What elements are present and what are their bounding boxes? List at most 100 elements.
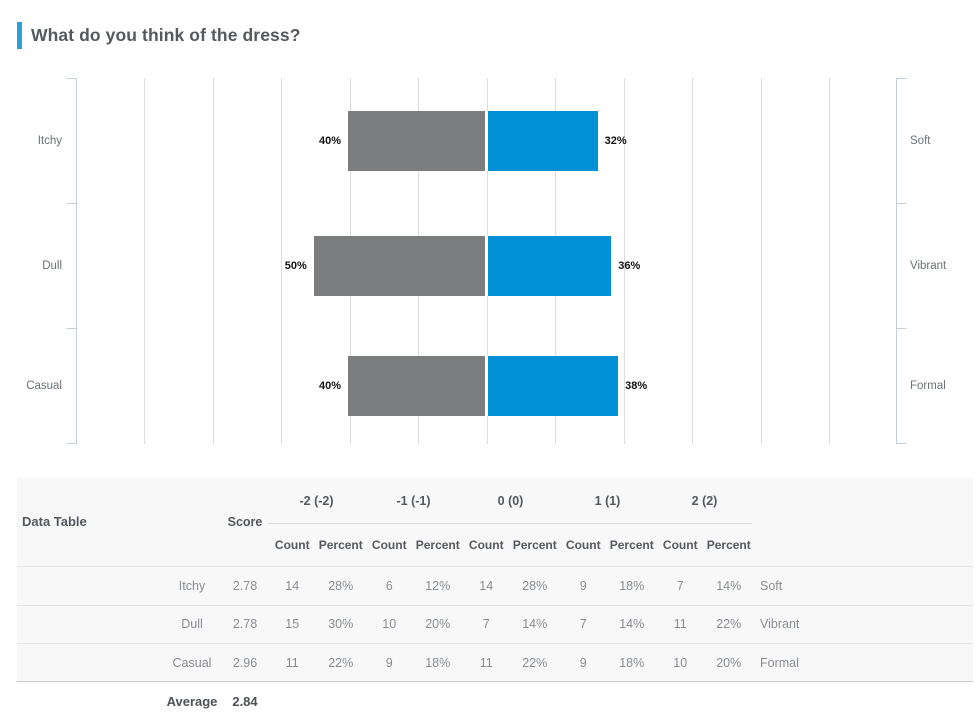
negative-bar-segment [313, 235, 485, 296]
count-value: 11 [673, 617, 687, 632]
gridline [623, 78, 625, 444]
count-value: 10 [673, 656, 688, 671]
right-pole-label: Soft [910, 134, 931, 147]
center-gap [484, 356, 489, 416]
question-title: What do you think of the dress? [31, 25, 301, 45]
left-pole-label: Casual [26, 380, 62, 392]
row-score-value: 2.96 [232, 656, 258, 671]
count-value: 9 [385, 656, 393, 671]
count-value: 6 [385, 578, 393, 593]
answer-group-header: -2 (-2) [299, 493, 334, 508]
count-value: 14 [479, 578, 494, 593]
count-value: 9 [579, 656, 587, 671]
count-value: 14 [285, 578, 300, 593]
data-table: Data Table Score -2 (-2) -1 (-1) 0 (0) 1 (1… [17, 478, 973, 682]
percent-value: 18% [619, 578, 645, 593]
count-percent-headers: Count Percent Count Percent Count Percent Coun… [17, 530, 973, 560]
count-header: Count [274, 538, 310, 552]
percent-header: Percent [318, 538, 363, 552]
positive-percent-label: 36% [618, 259, 641, 272]
right-pole-label: Formal [910, 380, 946, 392]
answer-group-header: 2 (2) [691, 493, 718, 508]
positive-percent-label: 38% [625, 380, 648, 392]
count-header: Count [371, 538, 407, 552]
row-left-pole-label: Casual [172, 656, 212, 671]
percent-value: 14% [716, 578, 742, 593]
data-table-title: Data Table [22, 514, 87, 529]
data-table-header: Data Table Score -2 (-2) -1 (-1) 0 (0) 1 (1… [17, 478, 973, 566]
diverging-bar-chart: 40% 32% Itchy Soft 50% 36% Dull Vibrant 40% 38% Ca… [0, 78, 975, 444]
center-gap [484, 235, 489, 296]
percent-value: 22% [716, 617, 742, 632]
data-table-rows: Itchy 2.78 14 28% 6 12% 14 28% 9 18% 7 14% Soft Dull 2… [17, 566, 973, 682]
count-header: Count [662, 538, 698, 552]
gridline [829, 78, 830, 444]
gridline [144, 78, 145, 444]
row-left-pole-label: Itchy [178, 578, 206, 593]
percent-value: 18% [425, 656, 451, 671]
average-row: Average 2.84 [17, 682, 973, 720]
percent-value: 14% [522, 617, 548, 632]
count-value: 9 [579, 578, 587, 593]
percent-header: Percent [609, 538, 654, 552]
positive-bar-segment [488, 356, 619, 416]
percent-value: 12% [425, 578, 451, 593]
row-right-pole-label: Vibrant [760, 617, 800, 632]
percent-value: 14% [619, 617, 645, 632]
gridline [281, 78, 282, 444]
gridline [760, 78, 762, 444]
negative-bar-segment [348, 110, 485, 171]
score-column-header: Score [227, 515, 263, 529]
row-right-pole-label: Soft [760, 578, 783, 593]
count-header: Count [468, 538, 504, 552]
answer-group-header: 0 (0) [497, 493, 524, 508]
right-pole-label: Vibrant [910, 259, 947, 272]
percent-value: 22% [328, 656, 354, 671]
table-row: Dull 2.78 15 30% 10 20% 7 14% 7 14% 11 22% Vibrant [17, 604, 973, 644]
title-accent-bar [17, 22, 22, 49]
left-pole-label: Dull [42, 259, 62, 272]
row-right-pole-label: Formal [760, 656, 799, 671]
positive-bar-segment [488, 110, 598, 171]
percent-value: 20% [425, 617, 451, 632]
count-value: 7 [579, 617, 587, 632]
answer-group-headers: -2 (-2) -1 (-1) 0 (0) 1 (1) 2 (2) [17, 478, 973, 523]
percent-value: 28% [328, 578, 354, 593]
positive-bar-segment [488, 235, 612, 296]
count-header: Count [565, 538, 601, 552]
left-axis-bracket [66, 78, 77, 444]
gridline [692, 78, 693, 444]
percent-value: 20% [716, 656, 742, 671]
count-value: 11 [479, 656, 493, 671]
answer-group-header: 1 (1) [594, 493, 621, 508]
count-value: 10 [382, 617, 397, 632]
negative-percent-label: 50% [284, 259, 307, 272]
row-left-pole-label: Dull [181, 617, 203, 632]
negative-bar-segment [348, 356, 485, 416]
positive-percent-label: 32% [604, 134, 627, 147]
negative-percent-label: 40% [318, 380, 341, 392]
answer-group-header: -1 (-1) [396, 493, 431, 508]
average-score-value: 2.84 [232, 693, 258, 709]
percent-header: Percent [512, 538, 557, 552]
center-gap [484, 110, 489, 171]
percent-value: 30% [328, 617, 354, 632]
count-value: 11 [285, 656, 299, 671]
left-pole-label: Itchy [37, 134, 62, 147]
percent-value: 22% [522, 656, 548, 671]
right-axis-bracket [896, 78, 907, 444]
negative-percent-label: 40% [318, 134, 341, 147]
count-value: 7 [676, 578, 684, 593]
gridline [212, 78, 214, 444]
count-value: 15 [285, 617, 300, 632]
count-value: 7 [482, 617, 490, 632]
header-divider-line [268, 523, 752, 524]
average-label: Average [166, 693, 218, 709]
percent-header: Percent [706, 538, 751, 552]
row-score-value: 2.78 [232, 578, 258, 593]
percent-header: Percent [415, 538, 460, 552]
table-row: Itchy 2.78 14 28% 6 12% 14 28% 9 18% 7 14% Soft [17, 566, 973, 605]
axis-brackets [66, 78, 907, 444]
row-score-value: 2.78 [232, 617, 258, 632]
